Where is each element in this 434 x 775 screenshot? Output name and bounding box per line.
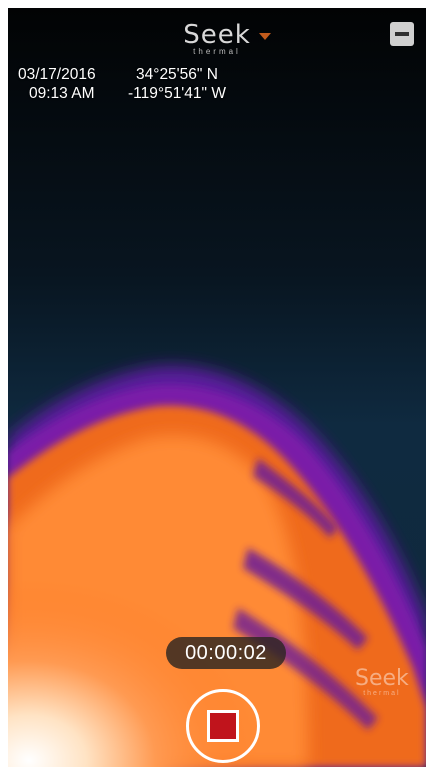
watermark-wordmark: Seek xyxy=(355,666,409,691)
capture-time: 09:13 AM xyxy=(29,85,95,102)
seek-thermal-logo[interactable]: Seek thermal xyxy=(183,20,271,56)
logo-subtitle: thermal xyxy=(193,47,241,56)
capture-date: 03/17/2016 xyxy=(18,66,96,83)
thermal-image xyxy=(8,8,426,767)
gps-longitude: -119°51'41" W xyxy=(128,85,226,102)
logo-wordmark: Seek xyxy=(183,20,251,50)
watermark-subtitle: thermal xyxy=(363,690,401,697)
minimize-icon[interactable] xyxy=(390,22,414,46)
camera-viewfinder: Seek thermal 03/17/2016 09:13 AM 34°25'5… xyxy=(8,8,426,767)
chevron-down-icon[interactable] xyxy=(258,33,271,40)
seek-watermark: Seek thermal xyxy=(355,668,409,698)
recording-timer: 00:00:02 xyxy=(166,637,286,669)
gps-latitude: 34°25'56" N xyxy=(136,66,218,83)
stop-icon xyxy=(207,710,239,742)
stop-recording-button[interactable] xyxy=(186,689,260,763)
